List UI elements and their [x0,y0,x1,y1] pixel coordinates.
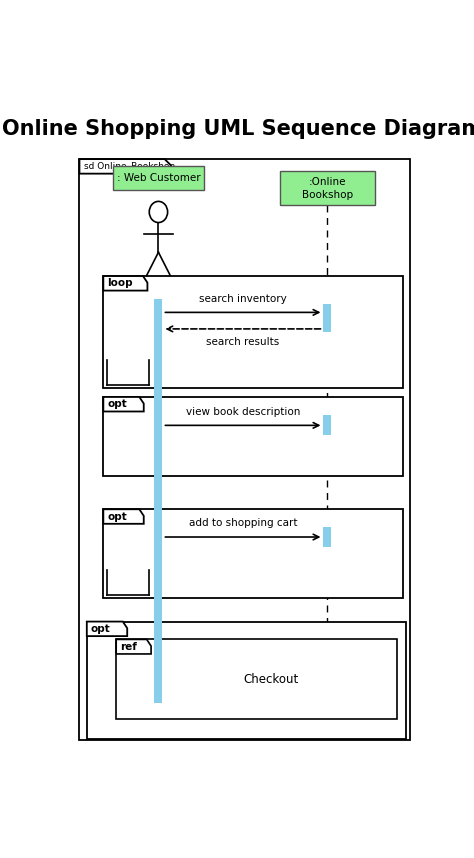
Polygon shape [103,397,144,412]
Bar [323,414,331,435]
Text: :Online
Bookshop: :Online Bookshop [302,177,353,200]
Text: view book description: view book description [186,407,300,417]
Bar [323,305,331,331]
Text: Online Shopping UML Sequence Diagram: Online Shopping UML Sequence Diagram [2,119,474,140]
Text: search inventory: search inventory [199,293,287,304]
Bar [80,159,410,740]
Text: : Web Customer: : Web Customer [117,173,200,184]
Bar [103,397,403,476]
Text: opt: opt [91,624,110,634]
Polygon shape [103,510,144,523]
Text: ref: ref [120,642,137,652]
Bar [323,527,331,547]
Bar [103,276,403,389]
Text: Checkout: Checkout [244,673,299,686]
Text: search results: search results [206,337,280,347]
Text: add to shopping cart: add to shopping cart [189,518,297,529]
Polygon shape [116,639,151,654]
Polygon shape [103,276,147,291]
Polygon shape [80,159,171,173]
Bar [280,171,375,205]
Polygon shape [87,621,127,636]
Text: sd Online_Bookshop: sd Online_Bookshop [84,162,175,171]
Bar [116,639,397,719]
Bar [155,299,163,703]
Bar [112,166,204,190]
Bar [103,510,403,599]
Text: opt: opt [107,399,127,409]
Text: loop: loop [107,278,133,288]
Text: opt: opt [107,511,127,522]
Bar [87,621,406,739]
